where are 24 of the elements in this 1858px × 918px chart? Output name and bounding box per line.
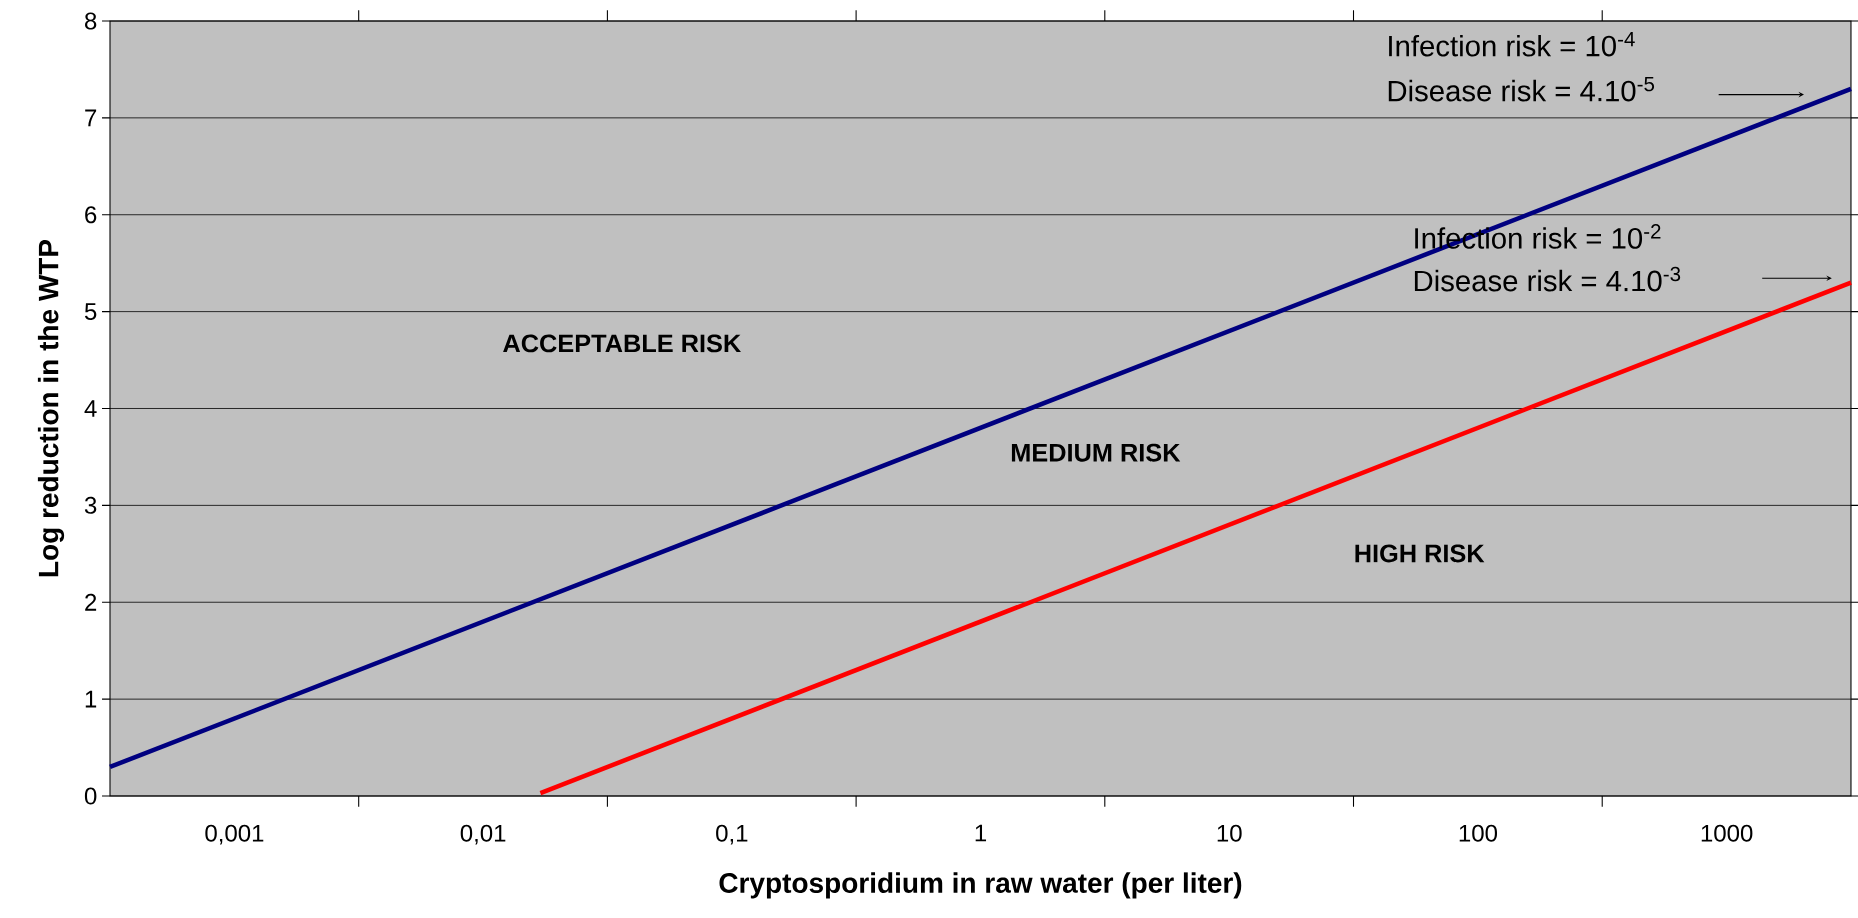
annotation: MEDIUM RISK	[1011, 443, 1181, 462]
y-tick-label: 3	[84, 496, 97, 514]
x-tick-label: 1000	[1701, 824, 1753, 842]
annotation: ACCEPTABLE RISK	[503, 334, 741, 353]
y-tick-label: 2	[85, 593, 97, 611]
y-tick-label: 4	[84, 400, 97, 417]
x-tick-label: 1	[975, 824, 987, 842]
x-tick-label: 0,01	[460, 824, 506, 845]
y-tick-label: 6	[85, 206, 97, 224]
x-tick-label: 0,1	[716, 824, 748, 845]
x-tick-label: 100	[1459, 824, 1498, 842]
x-axis-title: Cryptosporidium in raw water (per liter)	[719, 872, 1242, 899]
y-axis-title: Log reduction in the WTP	[37, 239, 65, 577]
y-tick-label: 0	[84, 787, 97, 805]
y-tick-label: 8	[85, 12, 97, 30]
annotation: Disease risk = 4.10$^{-5}$	[1388, 76, 1655, 102]
annotation: HIGH RISK	[1355, 544, 1485, 563]
y-tick-label: 5	[84, 303, 97, 320]
annotation: Infection risk = 10$^{-4}$	[1389, 32, 1635, 57]
y-tick-label: 1	[85, 690, 97, 708]
annotation: Disease risk = 4.10$^{-3}$	[1414, 266, 1681, 292]
x-tick-label: 10	[1217, 824, 1242, 842]
x-tick-label: 0,001	[205, 824, 264, 845]
y-tick-label: 7	[85, 109, 97, 127]
